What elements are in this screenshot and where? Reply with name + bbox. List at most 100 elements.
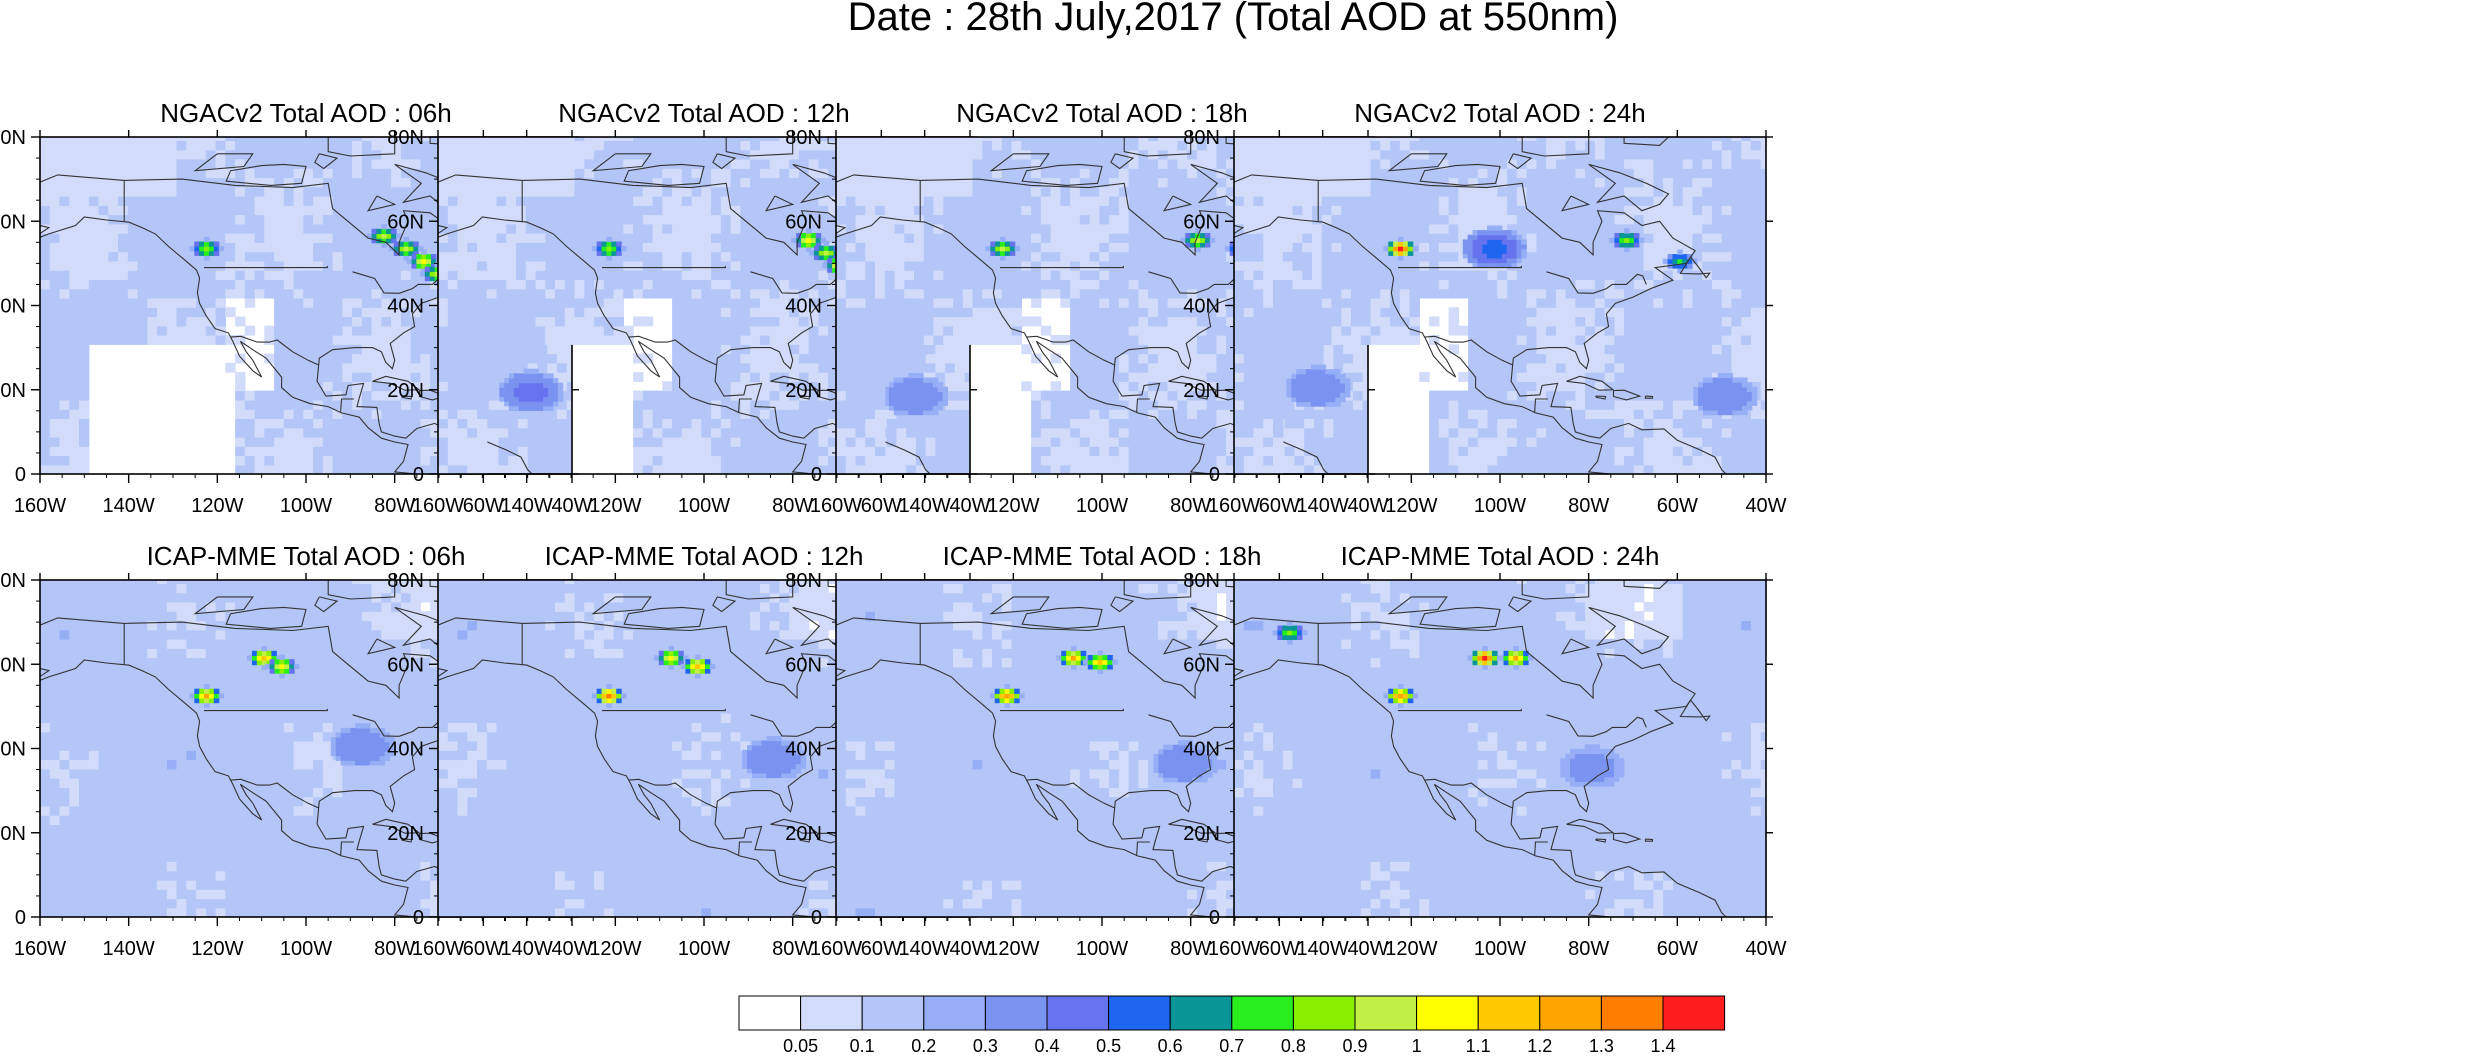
aod-hotspot-cell xyxy=(1202,763,1208,769)
panel-title: ICAP-MME Total AOD : 18h xyxy=(943,541,1262,571)
aod-hotspot-cell xyxy=(653,655,660,661)
x-tick-label: 40W xyxy=(1347,495,1388,517)
aod-hotspot-cell xyxy=(504,378,510,384)
aod-hotspot-cell xyxy=(1693,396,1699,402)
aod-hotspot-cell xyxy=(218,246,225,252)
aod-hotspot-cell xyxy=(518,405,525,411)
aod-hotspot-cell xyxy=(1315,364,1322,370)
aod-hotspot-cell xyxy=(340,727,347,734)
aod-hotspot-cell xyxy=(683,655,689,661)
aod-hotspot-cell xyxy=(396,233,402,239)
aod-hotspot-cell xyxy=(518,382,525,388)
aod-hotspot-cell xyxy=(1163,758,1169,764)
aod-hotspot-cell xyxy=(994,688,1001,694)
aod-hotspot-cell xyxy=(1066,655,1072,661)
aod-hotspot-cell xyxy=(340,741,347,747)
aod-hotspot-cell xyxy=(1187,763,1194,769)
aod-hotspot-cell xyxy=(398,246,405,252)
aod-hotspot-cell xyxy=(1398,702,1404,708)
aod-hotspot-cell xyxy=(533,391,539,398)
aod-hotspot-cell xyxy=(528,401,535,407)
aod-hotspot-cell xyxy=(538,373,544,379)
aod-hotspot-cell xyxy=(1325,387,1331,393)
panel-title: ICAP-MME Total AOD : 12h xyxy=(545,541,864,571)
aod-hotspot-cell xyxy=(606,684,612,690)
aod-hotspot-cell xyxy=(1609,772,1615,778)
aod-hotspot-cell xyxy=(1629,237,1635,243)
aod-hotspot-cell xyxy=(790,740,797,746)
aod-hotspot-cell xyxy=(1496,248,1503,254)
aod-hotspot-cell xyxy=(218,693,225,699)
aod-hotspot-cell xyxy=(1712,396,1719,402)
aod-hotspot-cell xyxy=(1732,396,1738,402)
y-tick-label: 60N xyxy=(387,654,424,676)
aod-hotspot-cell xyxy=(1472,660,1478,666)
aod-hotspot-cell xyxy=(913,377,919,383)
aod-hotspot-cell xyxy=(548,396,554,402)
aod-field xyxy=(1234,580,1766,917)
aod-hotspot-cell xyxy=(1168,758,1174,764)
aod-hotspot-cell xyxy=(813,254,820,261)
aod-hotspot-cell xyxy=(194,688,200,694)
aod-hotspot-cell xyxy=(1344,378,1351,384)
aod-hotspot-cell xyxy=(1727,405,1733,411)
aod-hotspot-cell xyxy=(1599,776,1605,782)
aod-hotspot-cell xyxy=(1197,754,1203,760)
colorbar-box xyxy=(1477,995,1541,1031)
aod-hotspot-cell xyxy=(827,258,833,264)
aod-hotspot-cell xyxy=(504,401,510,407)
aod-hotspot-cell xyxy=(557,387,564,393)
aod-hotspot-cell xyxy=(1320,378,1327,384)
aod-hotspot-cell xyxy=(1672,263,1678,269)
aod-hotspot-cell xyxy=(791,237,797,243)
aod-hotspot-cell xyxy=(289,663,295,669)
aod-hotspot-cell xyxy=(1599,748,1605,755)
aod-hotspot-cell xyxy=(898,391,905,397)
aod-hotspot-cell xyxy=(213,241,220,247)
aod-hotspot-cell xyxy=(888,405,895,411)
aod-hotspot-cell xyxy=(1107,659,1113,665)
aod-hotspot-cell xyxy=(771,745,777,751)
aod-hotspot-cell xyxy=(261,655,268,661)
aod-hotspot-cell xyxy=(908,377,914,383)
aod-hotspot-cell xyxy=(1579,748,1586,755)
aod-hotspot-cell xyxy=(429,266,436,272)
aod-hotspot-cell xyxy=(611,246,617,252)
y-tick-label: 60N xyxy=(387,211,424,233)
aod-hotspot-cell xyxy=(381,228,387,234)
aod-hotspot-cell xyxy=(781,763,787,769)
aod-hotspot-cell xyxy=(893,391,900,397)
aod-hotspot-cell xyxy=(403,241,409,247)
aod-hotspot-cell xyxy=(766,735,772,742)
aod-hotspot-cell xyxy=(1310,378,1317,384)
aod-hotspot-cell xyxy=(1398,241,1404,247)
aod-hotspot-cell xyxy=(1527,655,1534,661)
aod-hotspot-cell xyxy=(1330,373,1336,379)
aod-hotspot-cell xyxy=(499,387,505,393)
aod-hotspot-cell xyxy=(284,668,290,674)
y-tick-label: 80N xyxy=(1183,570,1220,592)
aod-hotspot-cell xyxy=(1579,772,1586,778)
aod-hotspot-cell xyxy=(208,246,215,252)
aod-hotspot-cell xyxy=(355,760,361,766)
aod-hotspot-cell xyxy=(350,746,356,752)
aod-hotspot-cell xyxy=(350,760,356,766)
aod-hotspot-cell xyxy=(1412,246,1419,252)
x-tick-label: 80W xyxy=(1170,495,1211,517)
aod-hotspot-cell xyxy=(937,391,944,397)
aod-hotspot-cell xyxy=(1340,392,1346,398)
aod-hotspot-cell xyxy=(1619,242,1625,248)
aod-hotspot-cell xyxy=(533,382,539,388)
aod-hotspot-cell xyxy=(369,727,376,734)
aod-hotspot-cell xyxy=(1296,369,1302,375)
aod-hotspot-cell xyxy=(350,741,356,747)
aod-hotspot-cell xyxy=(523,368,530,374)
aod-hotspot-cell xyxy=(1000,246,1006,252)
aod-hotspot-cell xyxy=(1163,777,1169,783)
aod-hotspot-cell xyxy=(606,693,612,699)
aod-hotspot-cell xyxy=(776,763,782,769)
aod-hotspot-cell xyxy=(1467,655,1474,661)
aod-hotspot-cell xyxy=(908,400,914,406)
x-tick-label: 120W xyxy=(191,495,243,517)
aod-hotspot-cell xyxy=(1570,781,1576,787)
